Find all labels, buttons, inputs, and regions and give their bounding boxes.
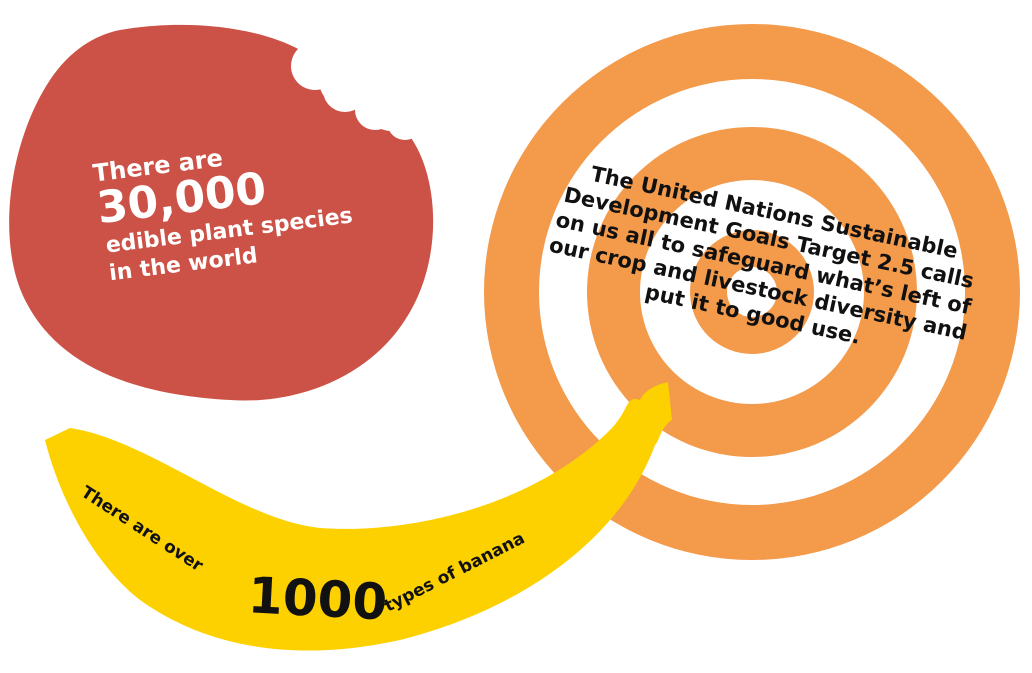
banana-number: 1000 [247,566,389,631]
infographic: There are 30,000 edible plant species in… [0,0,1032,673]
